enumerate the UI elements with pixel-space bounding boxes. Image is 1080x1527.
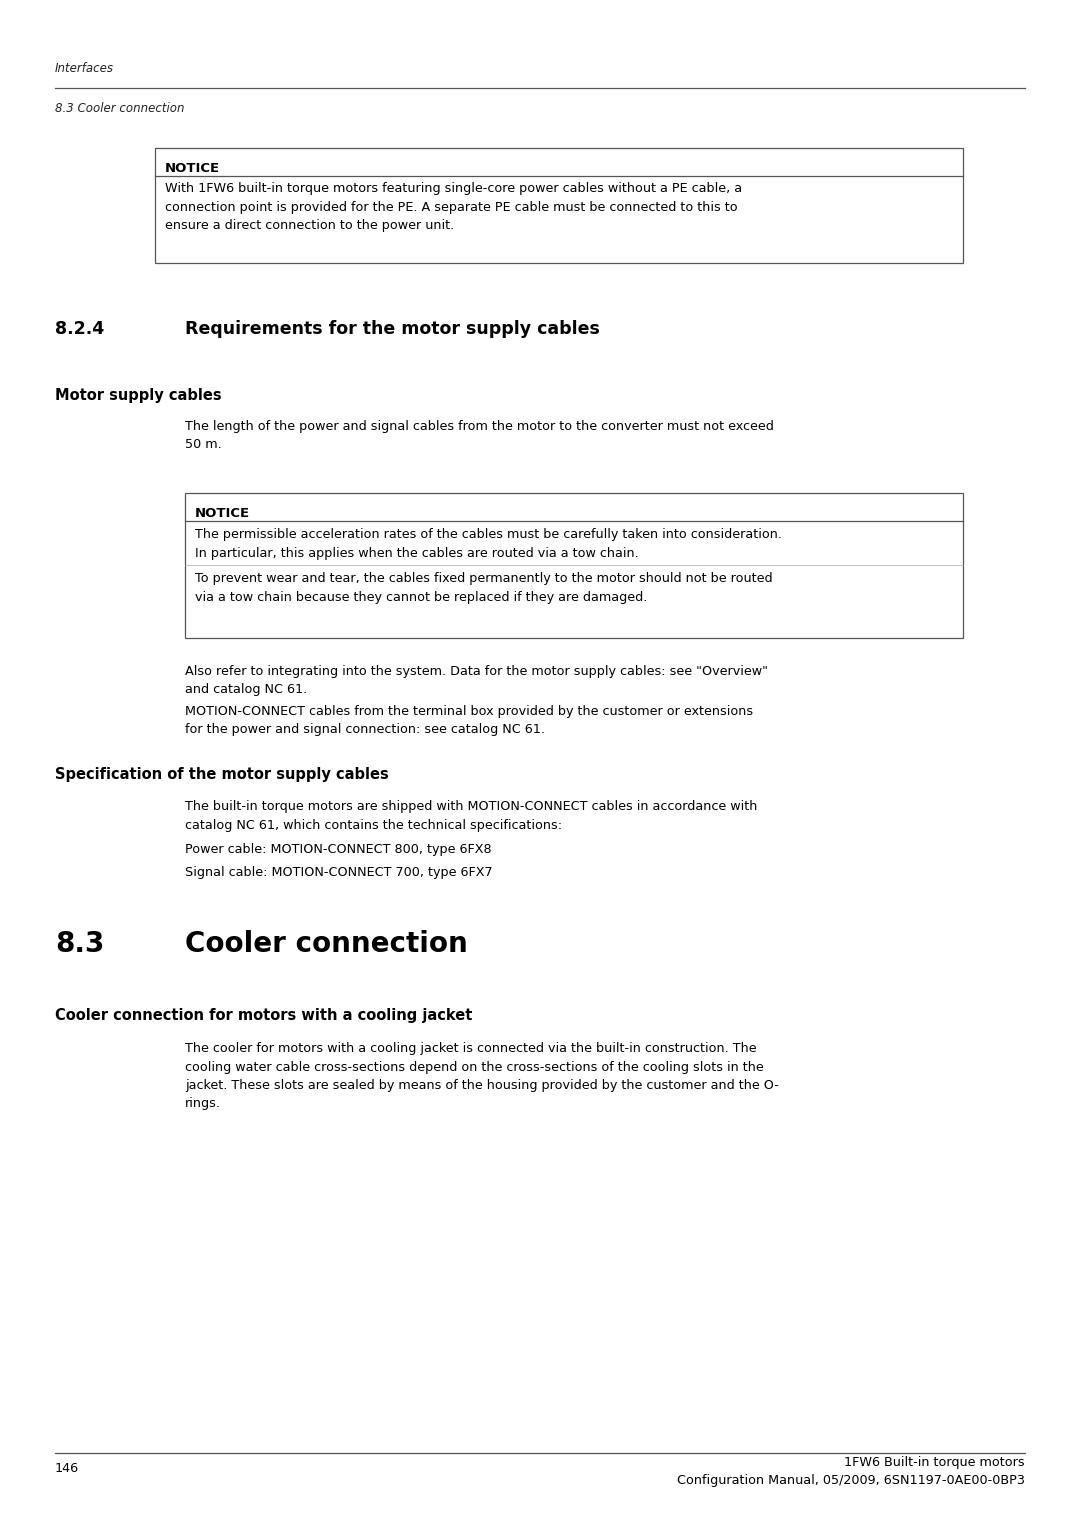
Text: Cooler connection: Cooler connection: [185, 930, 468, 957]
Text: 8.3 Cooler connection: 8.3 Cooler connection: [55, 102, 185, 115]
Text: The permissible acceleration rates of the cables must be carefully taken into co: The permissible acceleration rates of th…: [195, 528, 782, 559]
Text: Power cable: MOTION-CONNECT 800, type 6FX8: Power cable: MOTION-CONNECT 800, type 6F…: [185, 843, 491, 857]
Text: Motor supply cables: Motor supply cables: [55, 388, 221, 403]
Bar: [185, 493, 963, 638]
Text: Specification of the motor supply cables: Specification of the motor supply cables: [55, 767, 389, 782]
Text: With 1FW6 built-in torque motors featuring single-core power cables without a PE: With 1FW6 built-in torque motors featuri…: [165, 182, 742, 232]
Text: Also refer to integrating into the system. Data for the motor supply cables: see: Also refer to integrating into the syste…: [185, 664, 768, 696]
Text: 146: 146: [55, 1461, 79, 1475]
Text: Requirements for the motor supply cables: Requirements for the motor supply cables: [185, 321, 599, 337]
Text: The built-in torque motors are shipped with MOTION-CONNECT cables in accordance : The built-in torque motors are shipped w…: [185, 800, 757, 832]
Text: 8.2.4: 8.2.4: [55, 321, 105, 337]
Text: Signal cable: MOTION-CONNECT 700, type 6FX7: Signal cable: MOTION-CONNECT 700, type 6…: [185, 866, 492, 880]
Text: NOTICE: NOTICE: [195, 507, 251, 521]
Text: Interfaces: Interfaces: [55, 63, 114, 75]
Text: The cooler for motors with a cooling jacket is connected via the built-in constr: The cooler for motors with a cooling jac…: [185, 1041, 779, 1110]
Text: To prevent wear and tear, the cables fixed permanently to the motor should not b: To prevent wear and tear, the cables fix…: [195, 573, 772, 603]
Text: The length of the power and signal cables from the motor to the converter must n: The length of the power and signal cable…: [185, 420, 774, 452]
Text: Cooler connection for motors with a cooling jacket: Cooler connection for motors with a cool…: [55, 1008, 472, 1023]
Bar: [156, 148, 963, 263]
Text: Configuration Manual, 05/2009, 6SN1197-0AE00-0BP3: Configuration Manual, 05/2009, 6SN1197-0…: [677, 1474, 1025, 1487]
Text: 1FW6 Built-in torque motors: 1FW6 Built-in torque motors: [845, 1457, 1025, 1469]
Text: MOTION-CONNECT cables from the terminal box provided by the customer or extensio: MOTION-CONNECT cables from the terminal …: [185, 705, 753, 736]
Text: 8.3: 8.3: [55, 930, 105, 957]
Text: NOTICE: NOTICE: [165, 162, 220, 176]
